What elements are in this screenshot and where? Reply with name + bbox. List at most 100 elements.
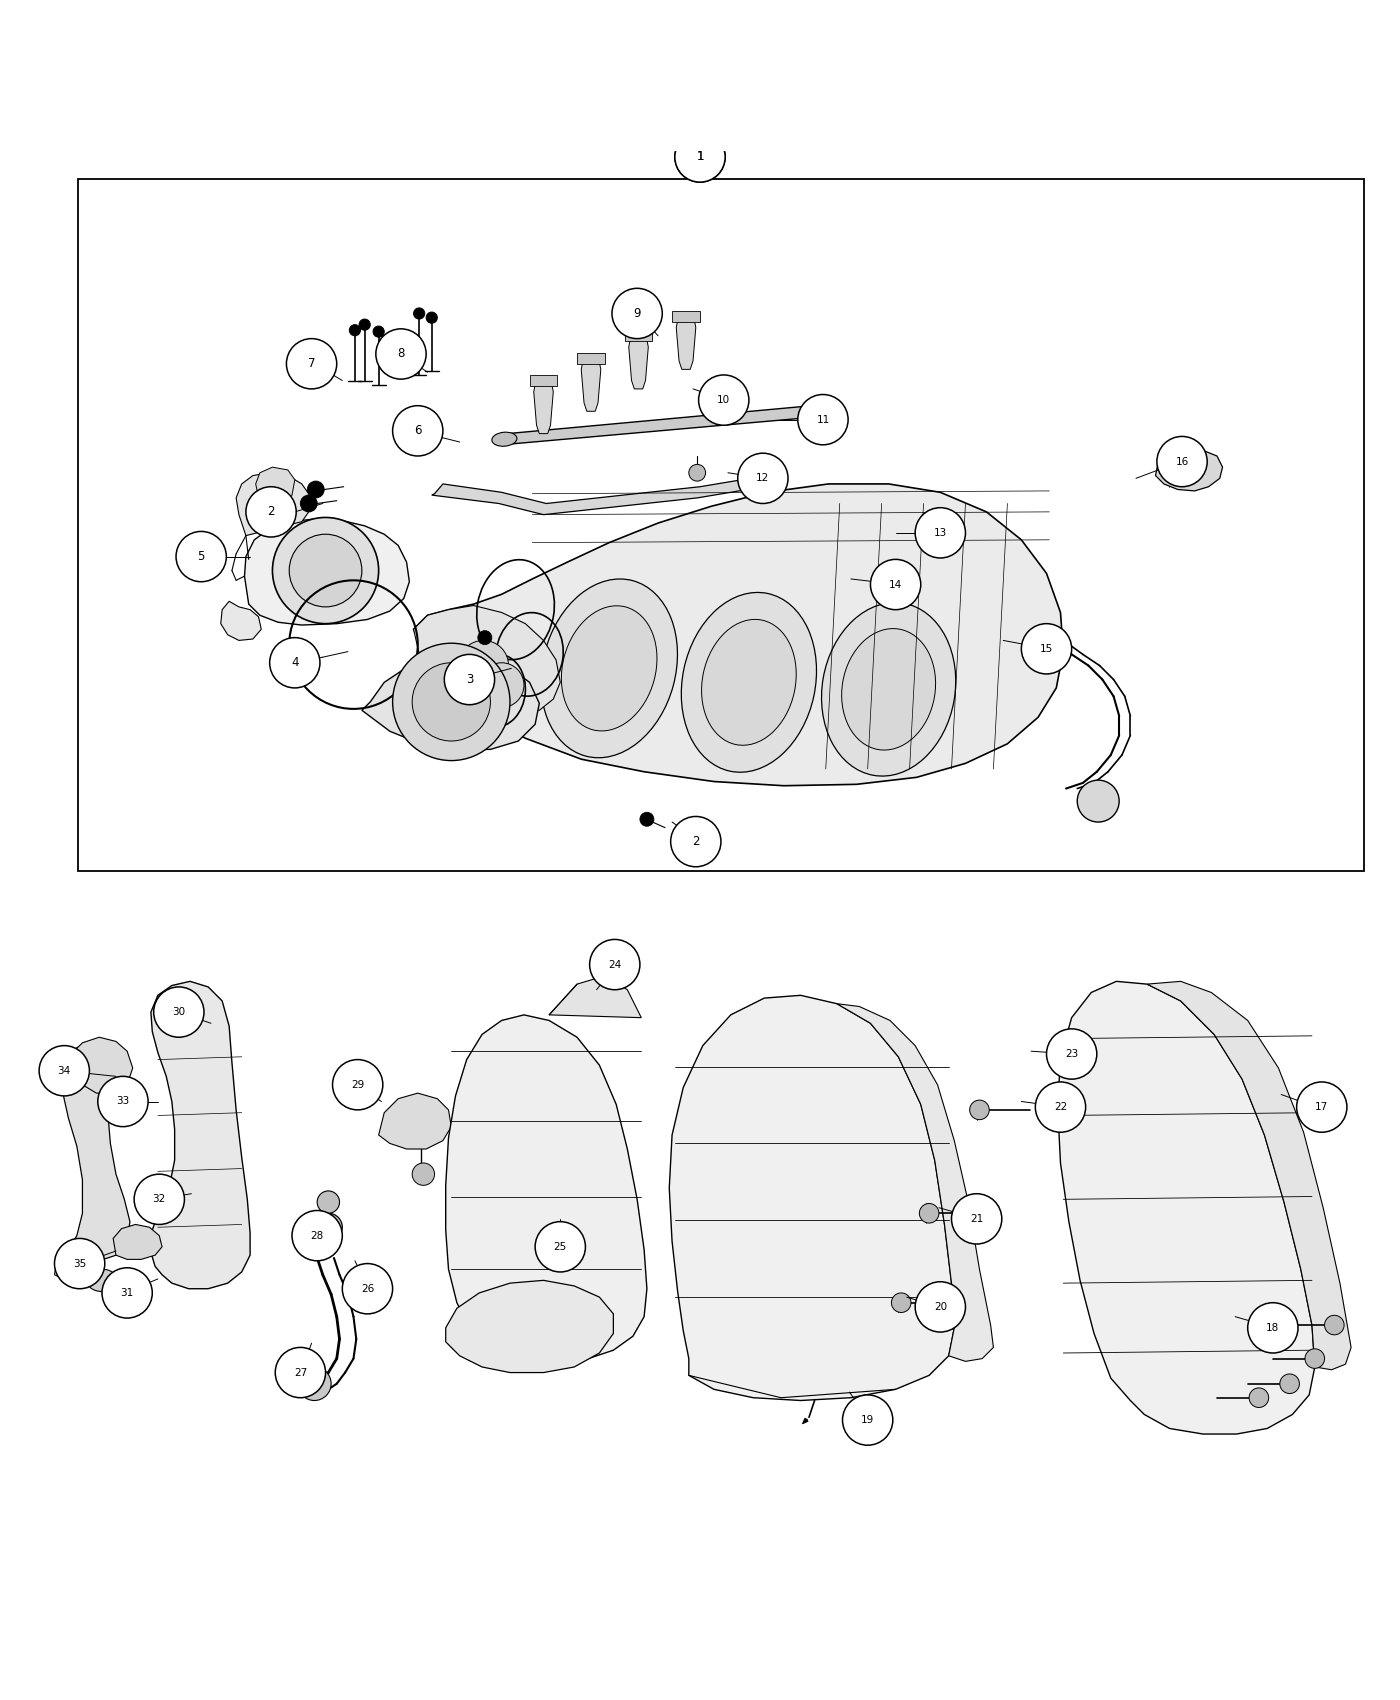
- Circle shape: [892, 1294, 911, 1312]
- Circle shape: [412, 663, 490, 741]
- Circle shape: [293, 1210, 343, 1261]
- Polygon shape: [549, 976, 641, 1018]
- Circle shape: [98, 1076, 148, 1127]
- Polygon shape: [577, 352, 605, 364]
- Circle shape: [871, 559, 921, 610]
- Text: 5: 5: [197, 551, 204, 563]
- Circle shape: [1280, 1374, 1299, 1394]
- Circle shape: [287, 338, 337, 389]
- Polygon shape: [113, 1224, 162, 1260]
- Polygon shape: [413, 605, 560, 712]
- Circle shape: [612, 289, 662, 338]
- Circle shape: [39, 1046, 90, 1096]
- Text: 28: 28: [311, 1231, 323, 1241]
- Circle shape: [392, 643, 510, 760]
- Text: 9: 9: [633, 308, 641, 320]
- Polygon shape: [581, 359, 601, 411]
- Ellipse shape: [561, 605, 657, 731]
- Text: 1: 1: [696, 151, 704, 163]
- Ellipse shape: [701, 619, 797, 745]
- Circle shape: [1249, 1387, 1268, 1408]
- Polygon shape: [378, 1093, 451, 1149]
- Circle shape: [412, 1163, 434, 1185]
- Text: 3: 3: [466, 673, 473, 687]
- Polygon shape: [361, 658, 539, 750]
- Ellipse shape: [540, 580, 678, 758]
- Circle shape: [916, 1282, 966, 1333]
- Circle shape: [689, 464, 706, 481]
- Polygon shape: [221, 602, 262, 641]
- Text: 16: 16: [1176, 457, 1189, 466]
- Polygon shape: [63, 1042, 130, 1261]
- Text: 34: 34: [57, 1066, 71, 1076]
- Circle shape: [675, 133, 725, 182]
- Circle shape: [154, 988, 204, 1037]
- Circle shape: [1077, 780, 1119, 823]
- Polygon shape: [529, 376, 557, 386]
- Circle shape: [843, 1396, 893, 1445]
- Circle shape: [1156, 437, 1207, 486]
- Circle shape: [273, 517, 378, 624]
- Text: 30: 30: [172, 1006, 185, 1017]
- Ellipse shape: [87, 1270, 118, 1292]
- Circle shape: [699, 376, 749, 425]
- Polygon shape: [533, 381, 553, 434]
- Polygon shape: [445, 1280, 613, 1372]
- Circle shape: [458, 641, 508, 690]
- Text: 2: 2: [267, 505, 274, 518]
- Polygon shape: [676, 316, 696, 369]
- Bar: [78, 178, 1364, 870]
- Circle shape: [535, 1222, 585, 1272]
- Text: 20: 20: [934, 1302, 946, 1312]
- Polygon shape: [237, 473, 312, 536]
- Circle shape: [1324, 1316, 1344, 1334]
- Text: 13: 13: [934, 527, 946, 537]
- Polygon shape: [501, 406, 818, 445]
- Circle shape: [479, 663, 524, 707]
- Polygon shape: [445, 1015, 647, 1362]
- Circle shape: [413, 308, 424, 320]
- Polygon shape: [413, 484, 1063, 785]
- Text: 12: 12: [756, 473, 770, 483]
- Circle shape: [671, 816, 721, 867]
- Circle shape: [290, 534, 361, 607]
- Text: 2: 2: [692, 835, 700, 848]
- Circle shape: [920, 1204, 939, 1222]
- Text: 6: 6: [414, 425, 421, 437]
- Circle shape: [1036, 1081, 1085, 1132]
- Circle shape: [392, 406, 442, 456]
- Polygon shape: [256, 468, 295, 522]
- Circle shape: [589, 940, 640, 989]
- Circle shape: [952, 1193, 1002, 1244]
- Text: 15: 15: [1040, 644, 1053, 654]
- Circle shape: [276, 1348, 326, 1397]
- Text: 10: 10: [717, 394, 731, 405]
- Text: 26: 26: [361, 1284, 374, 1294]
- Text: 17: 17: [1315, 1102, 1329, 1112]
- Circle shape: [349, 325, 360, 337]
- Polygon shape: [629, 337, 648, 389]
- Text: 19: 19: [861, 1414, 874, 1425]
- Circle shape: [640, 813, 654, 826]
- Ellipse shape: [682, 592, 816, 772]
- Circle shape: [102, 1268, 153, 1318]
- Circle shape: [1047, 1028, 1096, 1080]
- Circle shape: [375, 328, 426, 379]
- Circle shape: [308, 481, 325, 498]
- Text: 22: 22: [1054, 1102, 1067, 1112]
- Ellipse shape: [841, 629, 935, 750]
- Polygon shape: [669, 994, 955, 1401]
- Text: 35: 35: [73, 1258, 87, 1268]
- Circle shape: [970, 1100, 990, 1120]
- Circle shape: [318, 1192, 340, 1214]
- Ellipse shape: [822, 602, 956, 777]
- Text: 18: 18: [1266, 1323, 1280, 1333]
- Circle shape: [298, 1367, 332, 1401]
- Polygon shape: [1155, 449, 1222, 491]
- Circle shape: [333, 1059, 382, 1110]
- Polygon shape: [431, 473, 784, 515]
- Circle shape: [372, 326, 384, 337]
- Circle shape: [176, 532, 227, 581]
- Text: 24: 24: [608, 959, 622, 969]
- Circle shape: [301, 495, 318, 512]
